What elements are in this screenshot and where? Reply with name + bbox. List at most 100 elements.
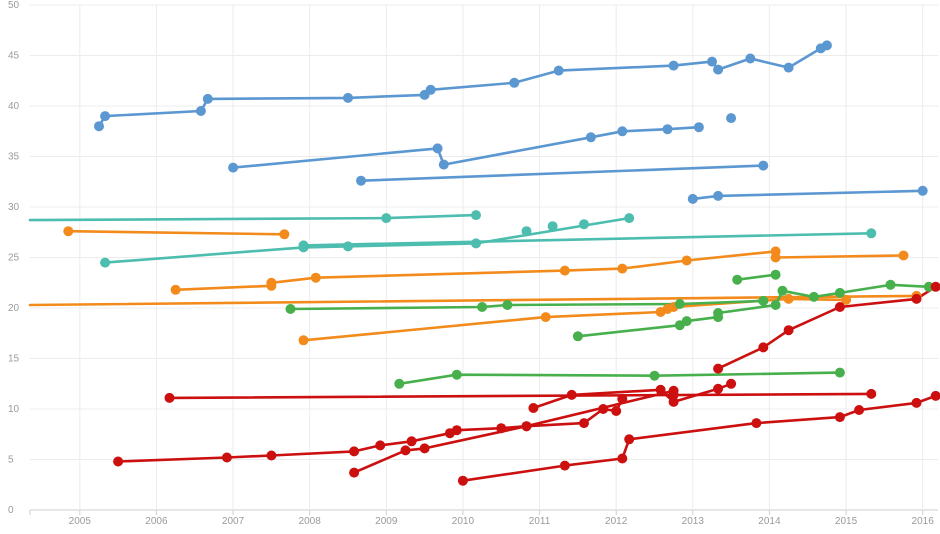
data-point <box>758 295 769 306</box>
x-tick-label: 2014 <box>758 516 781 527</box>
data-point <box>298 240 309 251</box>
data-point <box>834 412 845 423</box>
data-point <box>471 238 481 249</box>
x-tick-label: 2013 <box>682 516 705 527</box>
data-point <box>707 56 717 67</box>
data-point <box>841 294 852 305</box>
data-point <box>598 404 609 414</box>
x-tick-label: 2008 <box>299 516 322 527</box>
y-tick-label: 5 <box>8 455 14 466</box>
data-point <box>668 396 679 407</box>
x-tick-label: 2016 <box>912 516 935 527</box>
x-tick-label: 2006 <box>145 516 168 527</box>
data-point <box>540 312 551 323</box>
series-line-1 <box>97 44 829 128</box>
data-point <box>170 284 181 295</box>
tick-labels: 0 5 10 15 20 25 30 35 40 45 50 2005 2006 2007 2008 2009… <box>8 0 934 527</box>
data-point <box>770 252 781 263</box>
data-point <box>617 453 628 464</box>
data-point <box>310 272 321 283</box>
data-point <box>566 389 577 400</box>
y-tick-label: 50 <box>8 0 20 11</box>
series-line-5 <box>691 189 924 201</box>
data-point <box>917 185 928 196</box>
series-line-2 <box>231 125 701 169</box>
data-point <box>559 265 570 276</box>
data-point <box>617 263 628 274</box>
data-point <box>834 367 845 378</box>
data-point <box>758 342 769 353</box>
data-point <box>496 423 507 434</box>
data-point <box>502 300 513 310</box>
data-point <box>298 335 309 346</box>
data-point <box>579 219 589 230</box>
data-point <box>758 160 769 171</box>
data-point <box>911 293 922 304</box>
x-tick-label: 2015 <box>835 516 858 527</box>
y-tick-label: 20 <box>8 303 20 314</box>
data-point <box>559 460 570 471</box>
data-point <box>783 62 794 73</box>
data-point <box>713 64 724 75</box>
data-point <box>394 378 405 389</box>
x-tick-label: 2009 <box>375 516 398 527</box>
x-tick-label: 2010 <box>452 516 475 527</box>
y-tick-label: 30 <box>8 202 20 213</box>
data-point <box>662 124 673 135</box>
data-point <box>279 229 290 240</box>
data-point <box>923 281 934 292</box>
data-point <box>770 269 781 280</box>
data-point <box>266 277 277 288</box>
data-point <box>624 213 635 224</box>
data-point <box>617 126 628 137</box>
data-point <box>451 369 462 380</box>
data-point <box>579 418 589 429</box>
series-line-8 <box>302 232 873 247</box>
x-tick-label: 2011 <box>529 516 551 527</box>
data-point <box>425 84 436 95</box>
data-point <box>343 92 353 103</box>
data-point <box>777 285 788 296</box>
data-point <box>195 106 206 116</box>
data-point <box>221 452 232 463</box>
data-point <box>521 226 532 237</box>
data-point <box>611 406 622 416</box>
data-point <box>406 436 417 447</box>
data-point <box>572 331 583 342</box>
data-point <box>202 93 213 104</box>
data-point <box>854 405 865 415</box>
series-line-18 <box>116 397 624 463</box>
data-point <box>674 299 685 309</box>
series-line-16 <box>398 371 842 386</box>
data-point <box>266 450 277 461</box>
series-line-10 <box>28 294 918 307</box>
data-point <box>100 257 111 268</box>
axes <box>29 510 924 515</box>
data-point <box>866 228 877 239</box>
series-line-9 <box>67 229 286 236</box>
data-point <box>687 193 698 204</box>
y-tick-label: 10 <box>8 404 20 415</box>
data-point <box>783 293 794 304</box>
data-point <box>356 175 366 186</box>
series-line-14 <box>735 273 777 281</box>
data-point <box>693 122 704 133</box>
data-point <box>400 445 411 456</box>
data-point <box>898 250 909 261</box>
data-point <box>375 440 386 451</box>
data-point <box>438 159 449 170</box>
y-tick-label: 40 <box>8 101 20 112</box>
data-point <box>63 226 74 237</box>
x-tick-label: 2007 <box>222 516 245 527</box>
data-point <box>745 53 756 64</box>
data-point <box>343 241 353 252</box>
data-point <box>509 77 520 88</box>
y-tick-label: 35 <box>8 152 20 163</box>
data-point <box>808 291 819 302</box>
data-point <box>866 388 877 399</box>
data-point <box>751 418 762 429</box>
data-point <box>821 40 832 51</box>
data-point <box>885 279 896 290</box>
data-point <box>713 363 724 374</box>
